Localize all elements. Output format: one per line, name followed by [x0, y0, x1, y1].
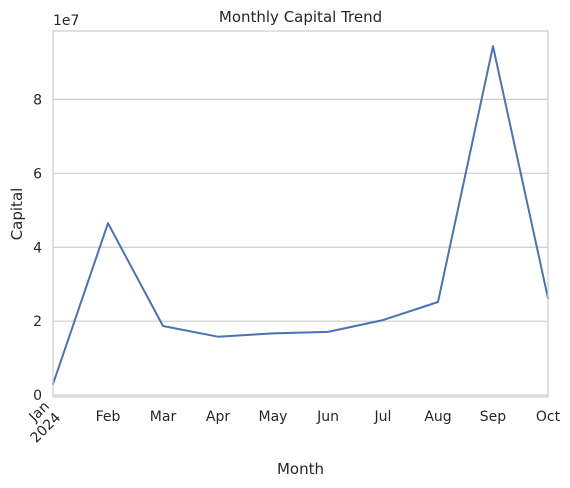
y-tick-label: 8	[33, 92, 42, 108]
y-tick-label: 6	[33, 166, 42, 182]
y-axis-scale-label: 1e7	[53, 13, 79, 29]
y-tick-label: 2	[33, 314, 42, 330]
gridlines	[53, 98, 548, 396]
y-tick-label: 0	[33, 388, 42, 404]
series-layer	[52, 45, 549, 386]
x-axis-label: Month	[277, 460, 324, 478]
y-axis-ticks: 0 2 4 6 8	[33, 92, 42, 404]
x-tick-label: May	[259, 409, 288, 425]
x-tick-label: Mar	[150, 409, 177, 425]
plot-frame	[52, 30, 549, 398]
x-tick-label: Sep	[480, 409, 507, 425]
capital-series-line	[52, 45, 549, 386]
x-tick-label: Oct	[536, 409, 561, 425]
x-tick-label: Aug	[424, 409, 451, 425]
chart-title: Monthly Capital Trend	[219, 8, 382, 26]
x-tick-label: Apr	[206, 409, 230, 425]
x-tick-label: Feb	[96, 409, 121, 425]
x-tick-label: Jul	[374, 409, 392, 425]
x-tick-label: Jun	[316, 409, 339, 425]
y-axis-label: Capital	[8, 188, 26, 241]
y-tick-label: 4	[33, 240, 42, 256]
